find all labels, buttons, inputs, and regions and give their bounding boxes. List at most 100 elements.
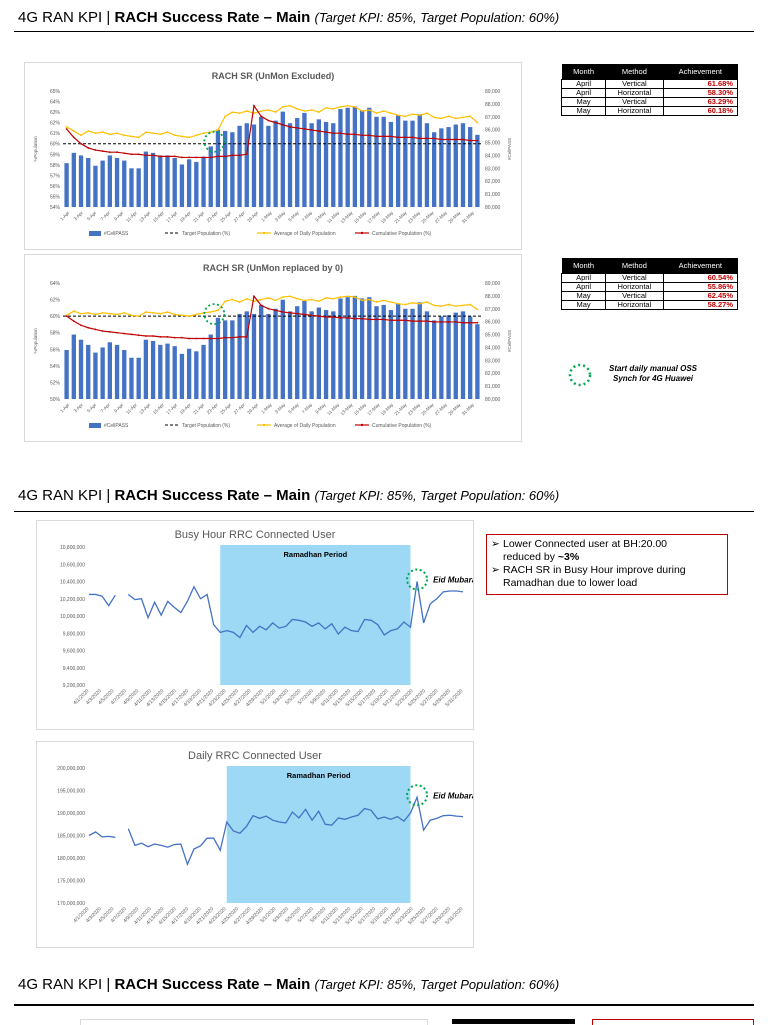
cumulative-population-point: [433, 137, 436, 140]
x-tick-label: 21-May: [393, 210, 408, 225]
x-tick-label: 11-Apr: [125, 402, 138, 415]
bar-cellpass: [302, 301, 307, 399]
y2-tick-label: 80,000: [485, 205, 501, 211]
bar-cellpass: [266, 125, 271, 207]
bar-cellpass: [345, 107, 350, 207]
section-title-1: 4G RAN KPI | RACH Success Rate – Main (T…: [18, 9, 560, 26]
avg-daily-population-line: [66, 105, 478, 139]
legend-label: Average of Daily Population: [274, 231, 336, 237]
bar-cellpass: [316, 119, 322, 207]
avg-daily-population-point: [101, 131, 104, 134]
note-line-4: Ramadhan due to lower load: [503, 577, 638, 589]
x-tick-label: 15-Apr: [152, 210, 165, 223]
y2-tick-label: 82,000: [485, 179, 501, 185]
bar-cellpass: [302, 112, 307, 207]
cumulative-population-point: [346, 133, 349, 136]
busy-hour-rrc-chart: Busy Hour RRC Connected User Ramadhan Per…: [36, 520, 481, 730]
avg-daily-population-point: [72, 310, 75, 313]
cumulative-population-point: [274, 121, 277, 124]
avg-daily-population-point: [245, 110, 248, 112]
legend-label: Target Population (%): [182, 231, 230, 237]
bar-cellpass: [374, 116, 379, 207]
y-tick-label: 10,600,000: [60, 562, 85, 568]
bar-cellpass: [338, 298, 343, 399]
avg-daily-population-point: [202, 132, 205, 135]
bar-cellpass: [222, 130, 228, 207]
bar-cellpass: [259, 304, 264, 399]
y-tick-label: 170,000,000: [57, 901, 85, 907]
x-tick-label: 1-May: [260, 402, 273, 415]
cumulative-population-point: [368, 318, 371, 321]
y2-axis-label: #CellPASS: [507, 138, 512, 160]
avg-daily-population-point: [469, 303, 472, 306]
bar-cellpass: [201, 156, 206, 207]
note-line-3: ➢ RACH SR in Busy Hour improve during: [491, 564, 686, 576]
oss-synch-marker: [203, 303, 226, 326]
header-month: Month: [561, 64, 606, 80]
avg-daily-population-point: [137, 315, 140, 318]
x-tick-label: 21-Apr: [192, 210, 205, 223]
bar-cellpass: [129, 357, 134, 399]
cumulative-population-point: [281, 123, 284, 126]
cumulative-population-point: [108, 151, 111, 154]
avg-daily-population-point: [332, 108, 335, 110]
legend-avg-dot: [262, 231, 266, 235]
bar-cellpass: [453, 312, 458, 399]
avg-daily-population-point: [325, 297, 327, 299]
avg-daily-population-point: [397, 114, 400, 117]
cumulative-population-point: [65, 128, 68, 130]
achievement-table-1: Month Method Achievement April Vertical 61…: [560, 64, 739, 116]
bar-cellpass: [367, 107, 372, 207]
x-tick-label: 29-Apr: [246, 210, 259, 223]
bar-cellpass: [453, 124, 458, 207]
bar-cellpass: [186, 348, 192, 399]
bar-cellpass: [431, 320, 437, 399]
section-title-3: 4G RAN KPI | RACH Success Rate – Main (T…: [18, 976, 560, 993]
y-tick-label: 60%: [50, 142, 61, 148]
y-tick-label: 62%: [50, 298, 61, 304]
cumulative-population-point: [209, 156, 212, 159]
legend-label: Cumulative Population (%): [372, 231, 432, 237]
cumulative-population-point: [397, 136, 400, 139]
cumulative-population-point: [188, 337, 191, 340]
avg-daily-population-point: [404, 303, 407, 306]
avg-daily-population-point: [361, 110, 363, 112]
x-tick-label: 13-Apr: [138, 210, 151, 223]
cumulative-population-point: [238, 335, 241, 338]
bar-cellpass: [323, 121, 329, 207]
bar-cellpass: [165, 155, 170, 207]
avg-daily-population-point: [462, 116, 464, 119]
y2-tick-label: 88,000: [485, 102, 501, 108]
y2-tick-label: 85,000: [485, 333, 501, 339]
x-tick-label: 11-May: [326, 210, 340, 224]
bar-cellpass: [64, 163, 69, 207]
bar-cellpass: [150, 152, 156, 207]
avg-daily-population-point: [296, 108, 299, 110]
cumulative-population-point: [418, 137, 421, 140]
cumulative-population-point: [253, 104, 255, 107]
bar-cellpass: [280, 299, 285, 399]
avg-daily-population-point: [217, 309, 219, 312]
bar-cellpass: [395, 303, 401, 399]
x-tick-label: 23-Apr: [206, 402, 219, 415]
bar-cellpass: [165, 343, 170, 399]
daily-rrc-chart: Daily RRC Connected User Ramadhan Period 2…: [36, 741, 481, 948]
x-tick-label: 23-May: [407, 210, 422, 225]
y-tick-label: 10,200,000: [60, 597, 85, 603]
cumulative-population-point: [411, 136, 414, 139]
avg-daily-population-point: [411, 301, 414, 304]
avg-daily-population-point: [274, 299, 277, 302]
cumulative-population-point: [339, 132, 342, 135]
cumulative-population-point: [130, 153, 133, 156]
avg-daily-population-point: [289, 295, 291, 298]
avg-daily-population-point: [317, 111, 320, 113]
cumulative-population-point: [303, 313, 306, 316]
avg-daily-population-point: [281, 296, 284, 298]
x-tick-label: 17-May: [366, 210, 381, 225]
x-tick-label: 11-May: [326, 402, 340, 416]
bar-cellpass: [273, 308, 278, 399]
cumulative-population-point: [317, 130, 320, 132]
cumulative-population-point: [80, 324, 82, 327]
bar-cellpass: [172, 346, 177, 399]
cumulative-population-point: [231, 336, 234, 339]
